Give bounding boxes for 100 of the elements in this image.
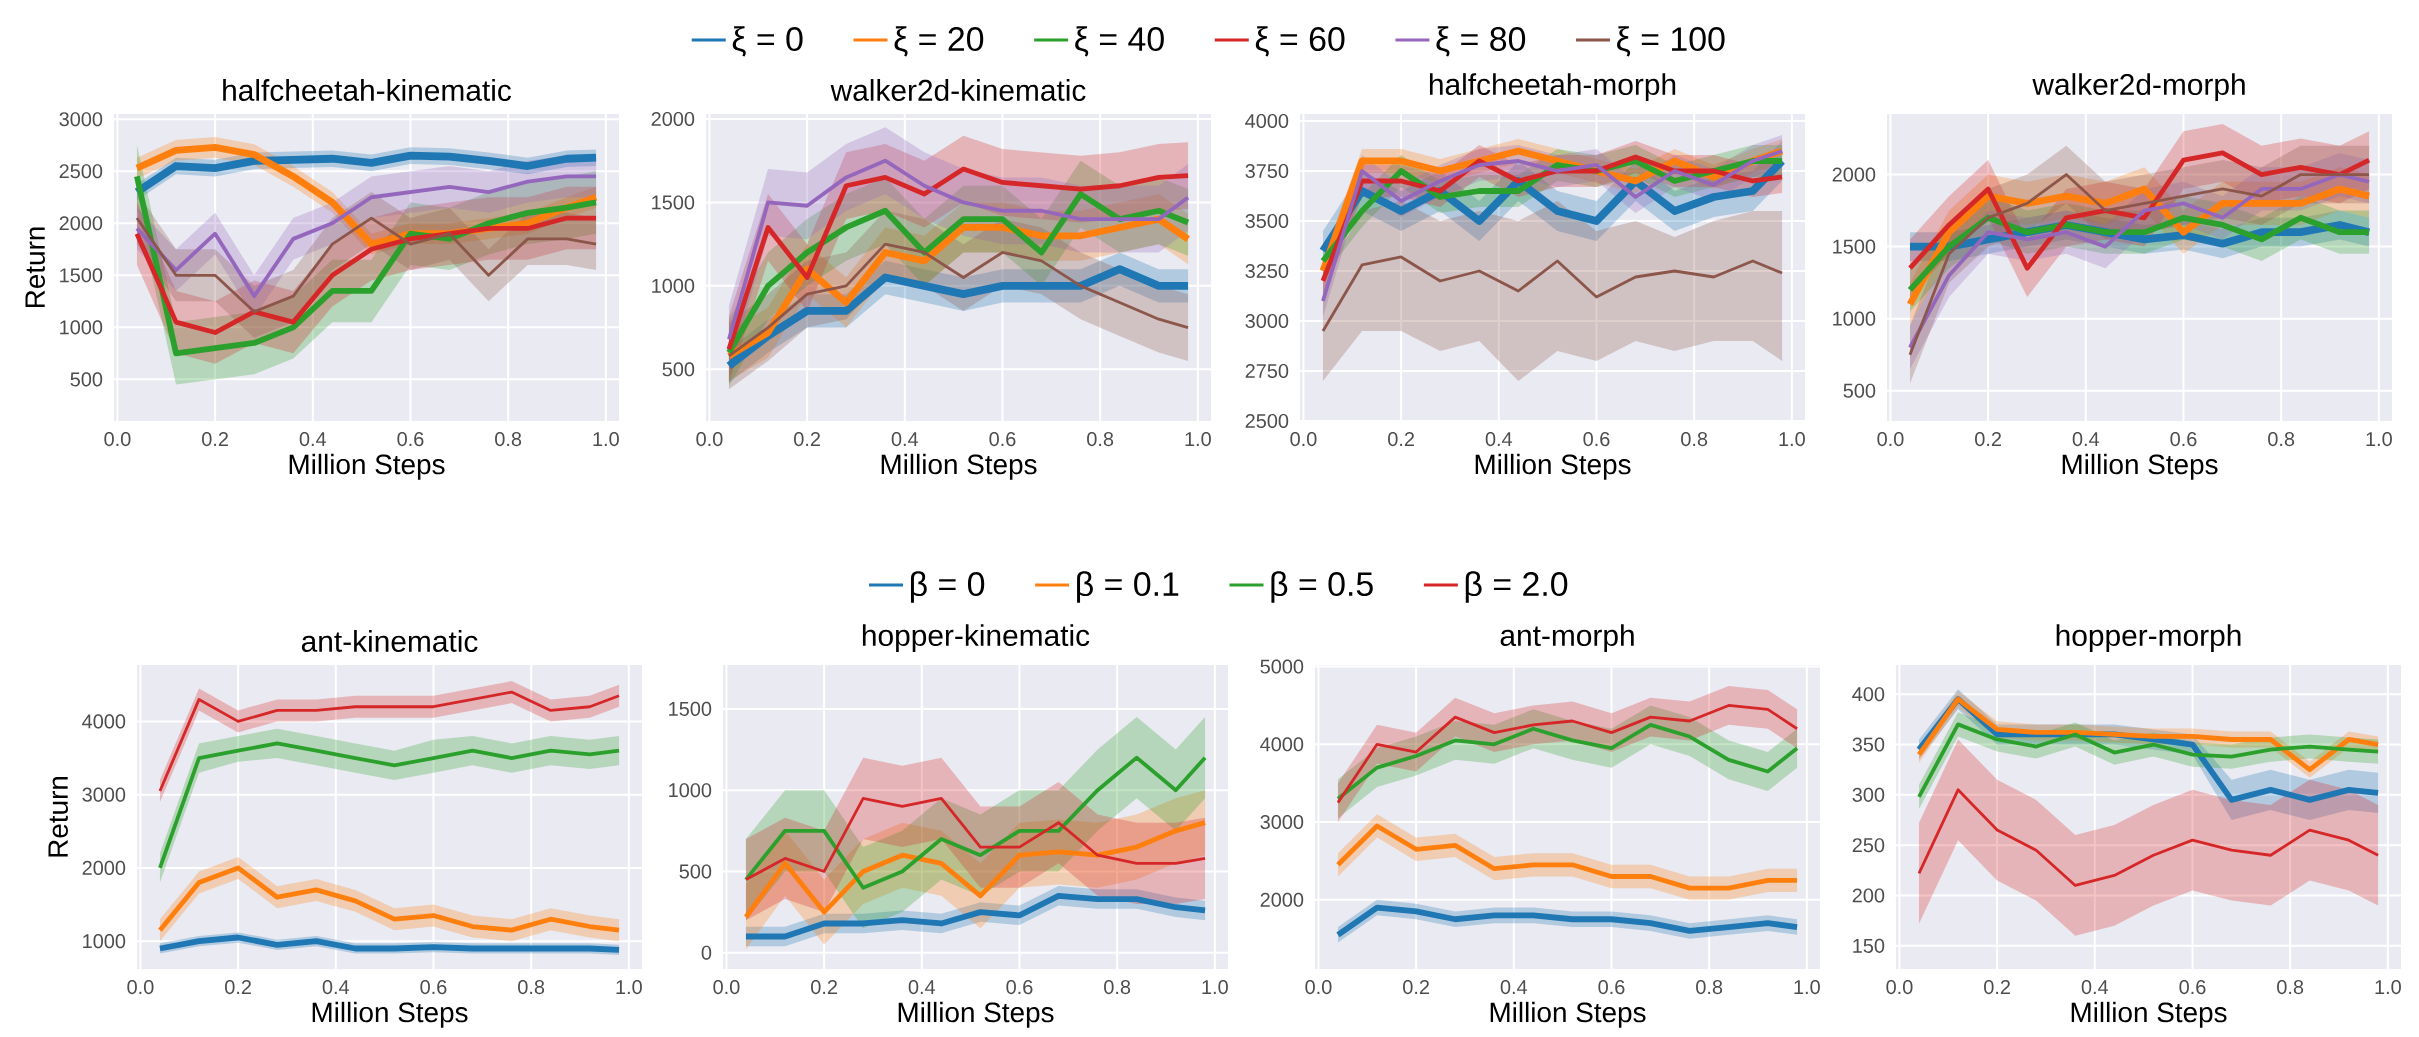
y-tick-label: 2000 [59, 216, 103, 231]
y-axis-title: Return [25, 227, 45, 308]
legend-label: ξ = 0 [732, 26, 803, 57]
y-tick-label: 200 [1852, 888, 1885, 903]
legend-label: ξ = 60 [1255, 26, 1345, 57]
line-series [744, 755, 1207, 890]
line-series [1321, 255, 1784, 333]
x-tick-label: 0.4 [2072, 432, 2100, 447]
line-series [1917, 722, 2380, 799]
y-tick-label: 500 [70, 372, 103, 387]
x-tick-label: 0.4 [891, 432, 919, 447]
y-tick-label: 250 [1852, 838, 1885, 853]
x-tick-label: 1.0 [1202, 980, 1228, 995]
x-tick-label: 0.6 [1006, 980, 1033, 995]
x-tick-label: 0.8 [518, 980, 545, 995]
y-tick-label: 3250 [1245, 263, 1289, 279]
y-tick-label: 4000 [1260, 737, 1304, 752]
x-tick-label: 0.0 [1305, 980, 1332, 995]
line-series [1335, 823, 1800, 891]
y-tick-label: 4000 [82, 714, 126, 729]
x-tick-label: 0.4 [908, 980, 936, 995]
x-axis-title: Million Steps [2062, 453, 2218, 480]
y-tick-label: 3000 [82, 787, 126, 802]
x-tick-label: 0.8 [2277, 980, 2304, 995]
x-tick-label: 0.6 [1598, 980, 1625, 995]
line-series [1917, 788, 2380, 887]
line-series [1907, 150, 2372, 271]
y-tick-label: 500 [662, 362, 695, 377]
x-tick-label: 1.0 [1794, 980, 1820, 995]
legend-label: β = 0.1 [1077, 571, 1179, 603]
line-series [157, 865, 622, 933]
chart-title: halfcheetah-kinematic [223, 79, 512, 101]
x-tick-label: 0.0 [1290, 432, 1317, 447]
x-tick-label: 0.4 [1485, 432, 1513, 447]
y-tick-label: 2000 [82, 860, 126, 875]
x-tick-label: 0.2 [794, 432, 820, 447]
y-tick-label: 1000 [60, 320, 103, 335]
line-series [135, 216, 598, 314]
y-tick-label: 1000 [1833, 311, 1876, 326]
x-tick-label: 0.6 [989, 432, 1016, 447]
y-tick-label: 5000 [1260, 659, 1304, 674]
y-tick-label: 2000 [1832, 167, 1876, 182]
legend-label: ξ = 80 [1436, 26, 1526, 57]
x-tick-label: 0.8 [1104, 980, 1131, 995]
x-tick-label: 1.0 [593, 432, 619, 447]
chart-title: ant-morph [1500, 624, 1634, 652]
line-series [744, 796, 1207, 881]
line-series [158, 741, 621, 870]
x-tick-label: 0.4 [322, 980, 350, 995]
x-tick-label: 0.6 [1583, 432, 1610, 447]
x-axis-title: Million Steps [2071, 1001, 2227, 1028]
x-axis-title: Million Steps [289, 453, 445, 480]
y-tick-label: 2000 [651, 111, 695, 127]
line-series [743, 820, 1208, 920]
x-tick-label: 0.0 [104, 432, 131, 447]
y-tick-label: 4000 [1245, 113, 1289, 129]
x-tick-label: 0.0 [713, 980, 740, 995]
x-axis-title: Million Steps [312, 1001, 468, 1028]
y-tick-label: 500 [679, 864, 712, 879]
x-tick-label: 1.0 [616, 980, 642, 995]
legend-label: β = 2.0 [1465, 571, 1568, 603]
x-tick-label: 0.6 [420, 980, 447, 995]
y-tick-label: 1000 [83, 934, 126, 949]
legend-label: ξ = 40 [1075, 26, 1164, 57]
x-tick-label: 0.2 [1984, 980, 2010, 995]
y-tick-label: 2500 [59, 164, 103, 179]
x-tick-label: 1.0 [2366, 432, 2392, 447]
x-tick-label: 0.2 [202, 432, 228, 447]
chart-title: walker2d-morph [2032, 73, 2245, 101]
y-tick-label: 0 [701, 945, 712, 960]
y-tick-label: 2000 [1260, 892, 1304, 907]
y-tick-label: 1500 [669, 701, 712, 716]
x-tick-label: 0.8 [1087, 432, 1114, 447]
line-series [727, 242, 1190, 358]
x-tick-label: 1.0 [1779, 432, 1805, 447]
x-axis-title: Million Steps [881, 453, 1037, 480]
x-tick-label: 0.2 [1403, 980, 1429, 995]
x-tick-label: 0.0 [696, 432, 723, 447]
x-tick-label: 0.4 [1500, 980, 1528, 995]
x-tick-label: 0.2 [225, 980, 251, 995]
legend-label: β = 0.5 [1271, 571, 1373, 603]
x-tick-label: 1.0 [1185, 432, 1211, 447]
x-tick-label: 0.8 [1696, 980, 1723, 995]
y-tick-label: 500 [1843, 383, 1876, 398]
y-tick-label: 1000 [652, 278, 695, 293]
y-tick-label: 2500 [1245, 413, 1289, 429]
chart-title: hopper-kinematic [862, 624, 1090, 652]
y-tick-label: 350 [1852, 737, 1885, 752]
y-tick-label: 3500 [1245, 213, 1289, 229]
y-tick-label: 3000 [59, 112, 103, 127]
y-tick-label: 3000 [1260, 815, 1304, 830]
x-tick-label: 0.0 [127, 980, 154, 995]
y-tick-label: 1500 [60, 268, 103, 283]
y-tick-label: 3000 [1245, 313, 1289, 329]
x-tick-label: 0.4 [2081, 980, 2109, 995]
x-axis-title: Million Steps [1475, 453, 1631, 480]
x-tick-label: 0.8 [495, 432, 522, 447]
y-tick-label: 1500 [1833, 239, 1876, 254]
x-tick-label: 0.4 [299, 432, 327, 447]
chart-title: walker2d-kinematic [830, 79, 1086, 101]
